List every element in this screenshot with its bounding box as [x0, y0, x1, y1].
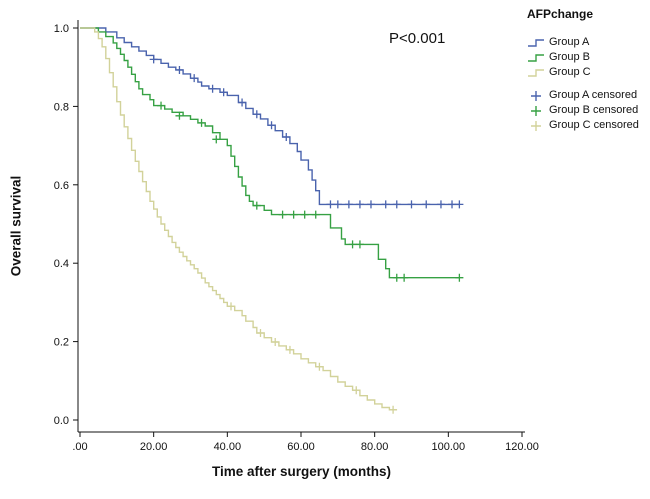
group-a-censored-plus-icon — [531, 90, 541, 101]
legend-item-group-a-censored: Group A censored — [527, 88, 649, 103]
p-value-annotation: P<0.001 — [389, 30, 446, 47]
svg-text:1.0: 1.0 — [54, 23, 69, 35]
svg-text:0.6: 0.6 — [54, 180, 69, 192]
svg-text:100.00: 100.00 — [432, 441, 466, 453]
group-a-line-icon — [528, 38, 544, 47]
svg-text:60.00: 60.00 — [287, 441, 315, 453]
x-axis-label: Time after surgery (months) — [211, 464, 392, 479]
group-c-line-icon — [528, 68, 544, 77]
legend-item-label: Group A censored — [549, 89, 638, 101]
svg-text:40.00: 40.00 — [214, 441, 242, 453]
svg-text:0.0: 0.0 — [54, 415, 69, 427]
svg-text:20.00: 20.00 — [140, 441, 168, 453]
svg-text:.00: .00 — [72, 441, 87, 453]
group-b-censored-plus-icon — [531, 105, 541, 116]
svg-text:120.00: 120.00 — [505, 441, 539, 453]
legend-item-label: Group C — [549, 66, 591, 78]
svg-text:0.4: 0.4 — [54, 258, 69, 270]
legend-item-label: Group B censored — [549, 104, 639, 116]
legend-item-group-c-censored: Group C censored — [527, 118, 649, 133]
svg-text:0.8: 0.8 — [54, 101, 69, 113]
legend-item-label: Group B — [549, 51, 590, 63]
svg-text:80.00: 80.00 — [361, 441, 389, 453]
legend-item-label: Group C censored — [549, 119, 639, 131]
legend: AFPchange Group A Group B Group C Group … — [527, 8, 649, 133]
legend-item-group-b-censored: Group B censored — [527, 103, 649, 118]
svg-text:0.2: 0.2 — [54, 337, 69, 349]
legend-item-group-c: Group C — [527, 65, 649, 80]
legend-title: AFPchange — [527, 7, 594, 21]
group-c-censored-plus-icon — [531, 120, 541, 131]
legend-item-group-b: Group B — [527, 50, 649, 65]
legend-item-group-a: Group A — [527, 35, 649, 50]
group-b-line-icon — [528, 53, 544, 62]
legend-item-label: Group A — [549, 36, 590, 48]
